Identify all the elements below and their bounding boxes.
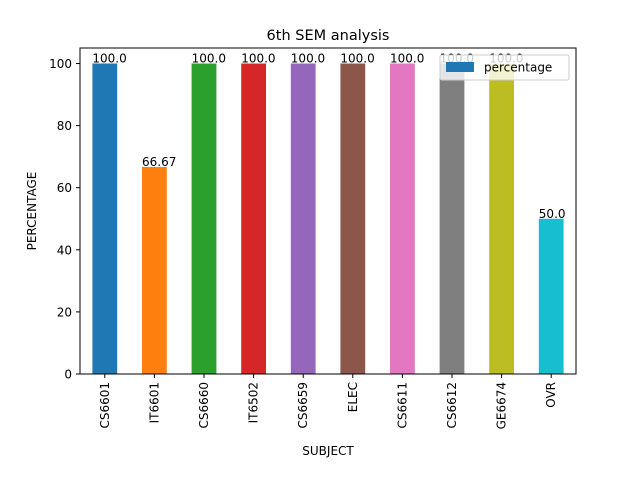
x-tick-label: OVR — [544, 382, 558, 408]
data-label: 100.0 — [340, 52, 374, 66]
y-axis-label: PERCENTAGE — [25, 172, 39, 251]
data-label: 100.0 — [192, 52, 226, 66]
data-label: 100.0 — [390, 52, 424, 66]
legend-box — [439, 54, 570, 81]
bar-cs6660 — [191, 63, 217, 375]
y-tick-label: 80 — [57, 119, 72, 133]
x-tick-label: CS6660 — [197, 382, 211, 429]
data-label: 100.0 — [291, 52, 325, 66]
y-tick-label: 20 — [57, 305, 72, 319]
chart-title: 6th SEM analysis — [267, 28, 390, 44]
bar-it6601 — [142, 167, 167, 374]
x-tick-label: GE6674 — [495, 382, 509, 429]
bar-cs6659 — [290, 63, 316, 375]
x-tick-label: IT6502 — [247, 382, 261, 423]
x-tick-label: CS6659 — [296, 382, 310, 429]
x-tick-label: ELEC — [346, 382, 360, 412]
y-tick-label: 40 — [57, 243, 72, 257]
data-label: 100.0 — [92, 52, 126, 66]
data-label: 100.0 — [241, 52, 275, 66]
legend-swatch — [446, 62, 474, 72]
x-axis-label: SUBJECT — [302, 444, 354, 458]
bar-cs6611 — [390, 63, 415, 375]
x-tick-label: CS6611 — [395, 382, 409, 429]
y-tick-label: 0 — [64, 368, 72, 382]
legend-label: percentage — [484, 61, 552, 75]
y-tick-label: 60 — [57, 181, 72, 195]
x-tick-label: CS6612 — [445, 382, 459, 429]
data-label: 50.0 — [539, 207, 566, 221]
bar-ovr — [538, 218, 564, 374]
x-tick-label: CS6601 — [98, 382, 112, 429]
x-tick-label: IT6601 — [147, 382, 161, 423]
data-label: 66.67 — [142, 155, 176, 169]
legend: percentage — [439, 54, 570, 81]
y-axis: 0 20 40 60 80 100 — [49, 57, 80, 382]
y-tick-label: 100 — [49, 57, 72, 71]
bar-ge6674 — [489, 63, 514, 375]
plot-area-frame — [79, 47, 577, 375]
bar-it6502 — [241, 63, 266, 375]
bars-layer — [92, 63, 564, 375]
bar-cs6601 — [92, 63, 118, 375]
bar-cs6612 — [439, 63, 465, 375]
x-axis: CS6601 IT6601 CS6660 IT6502 CS6659 ELEC CS6611… — [98, 374, 558, 429]
bar-elec — [340, 63, 366, 375]
